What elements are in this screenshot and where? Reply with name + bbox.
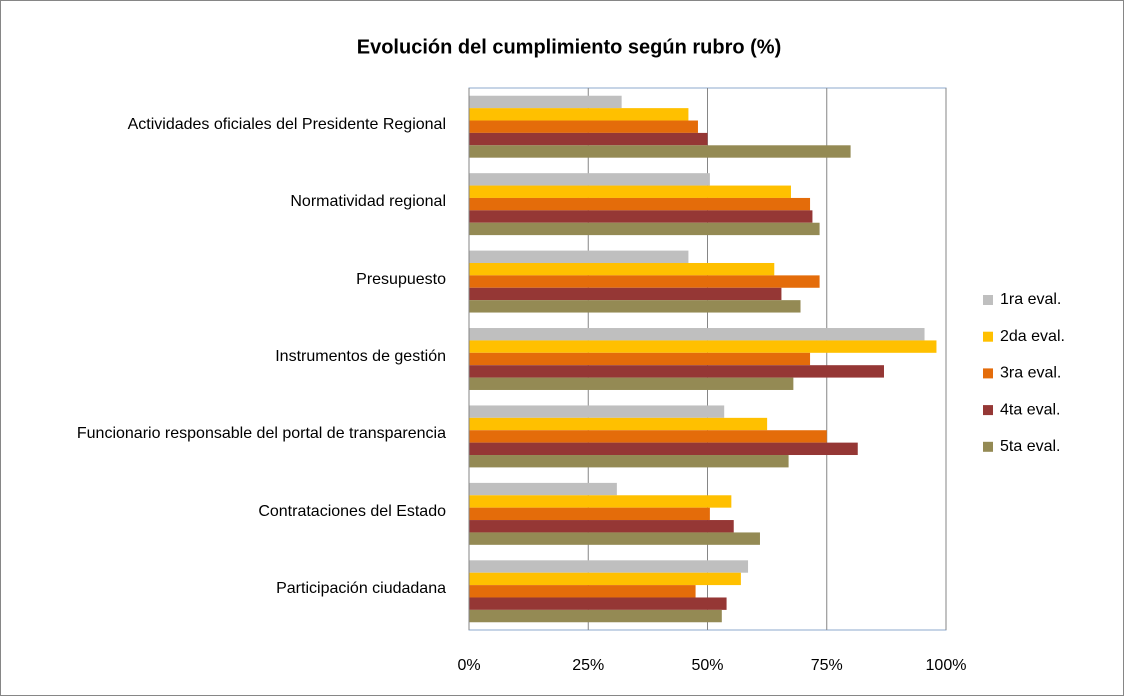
y-tick-label: Funcionario responsable del portal de tr…	[76, 425, 446, 443]
bar	[469, 197, 811, 211]
legend-swatch	[983, 368, 993, 379]
y-tick-label: Contrataciones del Estado	[258, 502, 446, 520]
bar	[469, 609, 722, 623]
bar	[469, 442, 858, 456]
bar	[469, 132, 708, 146]
bar	[469, 405, 725, 418]
bar	[469, 417, 768, 431]
bar	[469, 173, 710, 186]
bar	[469, 108, 689, 121]
bar	[469, 120, 698, 133]
bar	[469, 377, 794, 390]
bar	[469, 532, 760, 545]
legend-swatch	[983, 331, 993, 342]
y-tick-label: Actividades oficiales del Presidente Reg…	[127, 115, 446, 133]
y-tick-label: Presupuesto	[356, 270, 446, 288]
bar	[469, 352, 811, 366]
bar	[469, 520, 734, 533]
bar	[469, 560, 749, 573]
bar	[469, 95, 622, 109]
bar	[469, 210, 813, 223]
y-tick-label: Participación ciudadana	[276, 580, 446, 598]
bar	[469, 495, 732, 508]
bar	[469, 145, 851, 158]
chart-title: Evolución del cumplimiento según rubro (…	[357, 36, 781, 58]
bar	[469, 507, 710, 521]
bar	[469, 585, 696, 598]
legend-label: 1ra eval.	[1000, 291, 1061, 308]
bar	[469, 365, 884, 378]
x-tick-label: 50%	[691, 657, 723, 674]
legend-label: 3ra eval.	[1000, 365, 1061, 382]
x-tick-label: 100%	[926, 657, 967, 674]
x-tick-label: 75%	[811, 657, 843, 674]
bar	[469, 222, 820, 236]
bar	[469, 287, 782, 301]
bar	[469, 482, 617, 496]
legend-swatch	[983, 295, 993, 305]
x-tick-label: 25%	[572, 657, 604, 674]
bar	[469, 328, 925, 341]
legend-swatch	[983, 441, 993, 452]
bar	[469, 597, 727, 610]
bar	[469, 430, 827, 443]
legend-label: 5ta eval.	[1000, 438, 1060, 455]
legend-label: 4ta eval.	[1000, 401, 1060, 418]
bar	[469, 185, 791, 198]
x-tick-label: 0%	[457, 657, 480, 674]
legend-label: 2da eval.	[1000, 328, 1065, 345]
legend-swatch	[983, 405, 993, 416]
bar	[469, 275, 820, 288]
bar	[469, 340, 937, 353]
bar	[469, 572, 741, 586]
bar	[469, 455, 789, 468]
y-tick-label: Instrumentos de gestión	[275, 348, 446, 365]
bar	[469, 300, 801, 313]
bar	[469, 250, 689, 263]
y-tick-label: Normatividad regional	[290, 193, 446, 211]
bar	[469, 262, 775, 276]
